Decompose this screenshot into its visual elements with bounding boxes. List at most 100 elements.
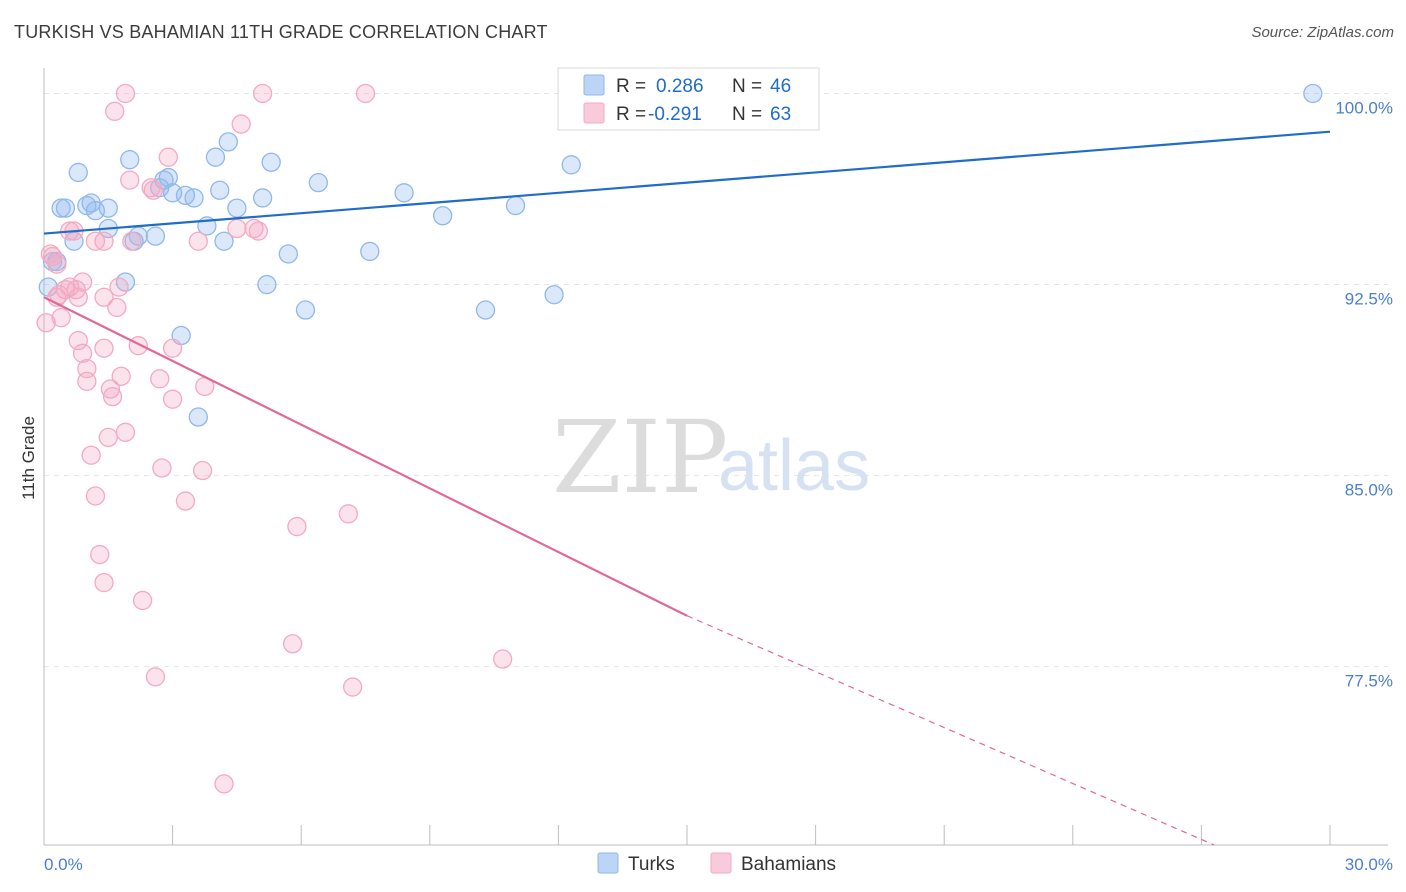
- turks-point: [145, 226, 166, 246]
- turks-point: [505, 195, 526, 216]
- bahamians-point: [66, 279, 86, 300]
- turks-point: [308, 172, 328, 193]
- turks-point: [360, 241, 380, 262]
- bottom-legend-label-bahamians: Bahamians: [741, 854, 836, 875]
- bahamians-point: [94, 287, 114, 307]
- legend-r-label-turks: R =: [616, 76, 646, 97]
- data-points: [36, 81, 1323, 794]
- legend-r-label-bahamians: R =: [616, 104, 646, 125]
- turks-point: [278, 244, 298, 264]
- legend-swatch-turks: [583, 74, 605, 96]
- turks-point: [68, 162, 88, 183]
- turks-point: [205, 147, 226, 167]
- bahamians-point: [94, 572, 114, 593]
- bahamians-point: [192, 460, 213, 481]
- bahamians-point: [248, 221, 268, 241]
- turks-point: [188, 407, 208, 427]
- legend-n-value-bahamians: 63: [770, 104, 791, 125]
- bahamians-point: [68, 287, 88, 307]
- bahamians-point: [98, 427, 118, 448]
- bahamians-point: [355, 83, 376, 104]
- bahamians-point: [107, 297, 127, 318]
- bottom-legend-label-turks: Turks: [628, 854, 675, 875]
- y-tick-label: 100.0%: [1335, 98, 1393, 117]
- bahamians-point: [143, 180, 163, 200]
- turks-point: [51, 198, 71, 218]
- bahamians-point: [252, 83, 273, 104]
- y-tick-label: 92.5%: [1345, 290, 1393, 309]
- bahamians-point: [72, 343, 93, 363]
- bahamians-point: [115, 83, 136, 104]
- legend-n-label-turks: N =: [732, 76, 762, 97]
- bahamians-point: [68, 330, 88, 351]
- turks-point: [120, 150, 140, 170]
- turks-point: [218, 132, 238, 152]
- bahamians-point: [338, 504, 359, 524]
- watermark-zip: ZIP: [552, 399, 728, 516]
- trend-lines: [43, 130, 1331, 846]
- bahamians-point: [40, 244, 61, 264]
- legend-r-value-bahamians: -0.291: [648, 104, 702, 125]
- turks-point: [252, 188, 273, 208]
- bahamians-point: [188, 231, 208, 251]
- legend-n-label-bahamians: N =: [732, 104, 762, 125]
- bahamians-trend-extension: [686, 615, 1215, 846]
- turks-point: [394, 183, 414, 203]
- bottom-legend-swatch-turks: [597, 852, 619, 874]
- bahamians-point: [105, 101, 125, 121]
- bahamians-point: [231, 114, 251, 134]
- bottom-legend-swatch-bahamians: [710, 852, 732, 874]
- y-tick-label: 85.0%: [1345, 481, 1393, 500]
- bahamians-point: [85, 231, 106, 251]
- y-tick-labels: 100.0% 92.5% 85.0% 77.5%: [1335, 98, 1393, 690]
- turks-point: [115, 272, 136, 292]
- bahamians-point: [81, 445, 101, 465]
- axes: [43, 68, 1388, 846]
- bahamians-point: [128, 336, 148, 356]
- turks-point: [261, 152, 281, 172]
- legend-r-value-turks: 0.286: [656, 76, 704, 97]
- bahamians-point: [145, 667, 166, 687]
- bahamians-point: [94, 338, 114, 358]
- turks-point: [210, 180, 230, 200]
- bahamians-point: [132, 590, 153, 611]
- top-legend: R = 0.286 N = 46 R = -0.291 N = 63: [557, 67, 820, 131]
- turks-point: [295, 300, 316, 320]
- bahamians-point: [214, 774, 234, 794]
- bahamians-point: [102, 386, 123, 407]
- bahamians-point: [152, 458, 172, 478]
- turks-point: [227, 198, 247, 218]
- x-tick-label-min: 0.0%: [44, 855, 83, 874]
- turks-trend-line: [43, 130, 1331, 235]
- turks-point: [257, 274, 277, 295]
- turks-point: [1303, 83, 1323, 104]
- bahamians-point: [115, 422, 136, 442]
- y-tick-label: 77.5%: [1345, 672, 1393, 691]
- bahamians-point: [36, 313, 56, 333]
- turks-point: [214, 231, 234, 251]
- bahamians-trend-line: [43, 296, 688, 617]
- x-tick-labels: 0.0% 30.0%: [44, 855, 1393, 874]
- bahamians-point: [227, 218, 247, 239]
- bahamians-point: [158, 147, 178, 167]
- legend-swatch-bahamians: [583, 102, 605, 124]
- bahamians-point: [282, 634, 303, 654]
- bahamians-point: [120, 170, 140, 190]
- bahamians-point: [162, 389, 183, 409]
- watermark-atlas: atlas: [718, 426, 870, 506]
- turks-point: [561, 155, 581, 175]
- turks-point: [55, 198, 76, 218]
- bahamians-point: [493, 649, 513, 669]
- legend-n-value-turks: 46: [770, 76, 791, 97]
- source-label: Source: ZipAtlas.com: [1251, 24, 1394, 41]
- turks-point: [544, 285, 564, 305]
- bahamians-point: [109, 277, 129, 297]
- bahamians-point: [47, 254, 67, 274]
- bahamians-point: [85, 486, 106, 506]
- x-tick-label-max: 30.0%: [1345, 855, 1393, 874]
- turks-point: [184, 188, 204, 208]
- bahamians-point: [111, 366, 131, 386]
- turks-point: [98, 198, 118, 218]
- watermark: ZIP atlas: [552, 399, 870, 516]
